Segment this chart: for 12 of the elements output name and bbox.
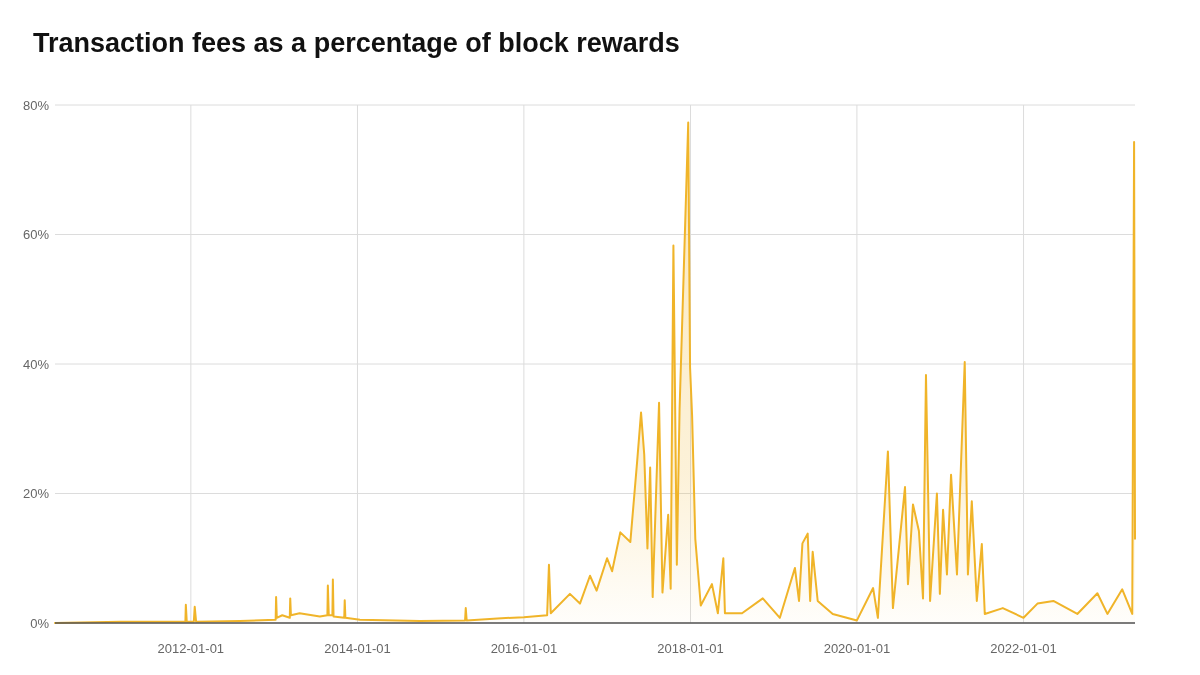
x-tick-label: 2012-01-01 [157, 641, 225, 656]
y-tick-label: 80% [22, 97, 50, 113]
x-tick-label: 2014-01-01 [324, 641, 391, 656]
y-tick-label: 0% [30, 615, 50, 631]
x-tick-label: 2022-01-01 [990, 641, 1057, 656]
x-tick-label: 2020-01-01 [823, 641, 891, 656]
y-tick-label: 60% [22, 227, 50, 243]
y-tick-label: 20% [22, 486, 50, 502]
chart-title: Transaction fees as a percentage of block rewards [33, 28, 680, 58]
x-tick-label: 2016-01-01 [490, 641, 558, 656]
x-tick-label: 2018-01-01 [657, 641, 724, 656]
y-tick-label: 40% [22, 356, 50, 372]
